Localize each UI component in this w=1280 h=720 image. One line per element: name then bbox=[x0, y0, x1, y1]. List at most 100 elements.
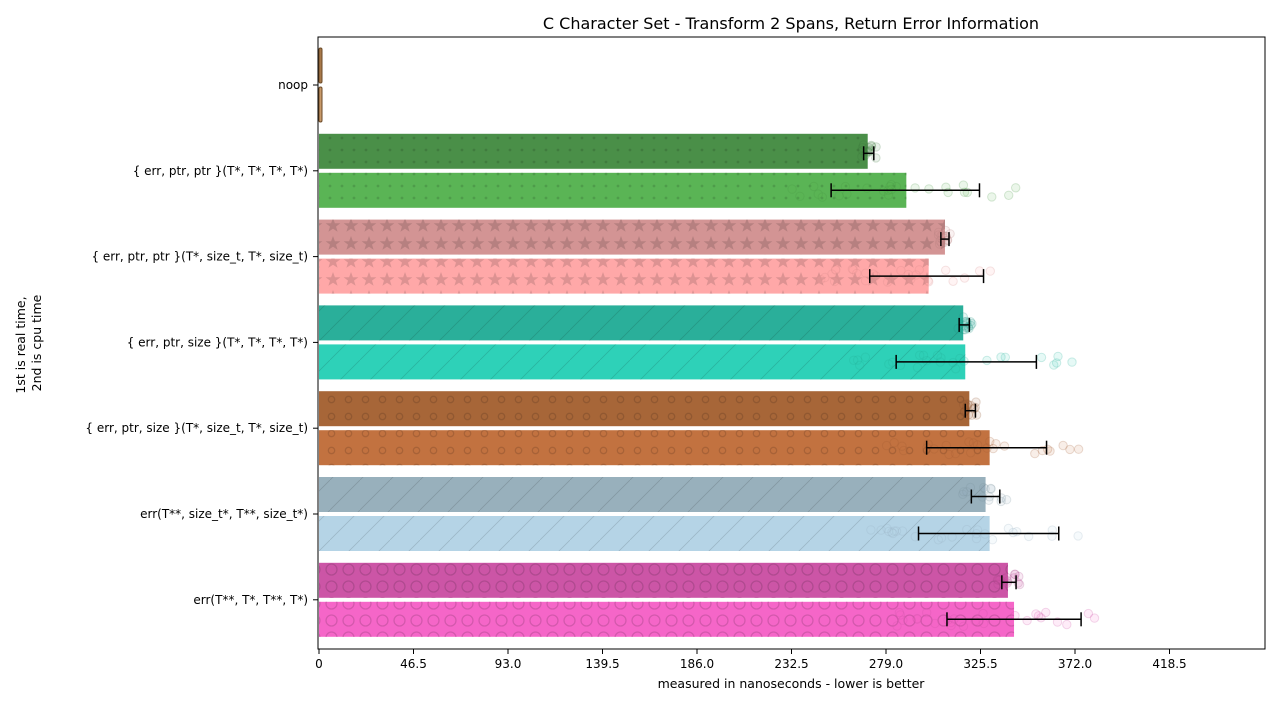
sample-point bbox=[918, 350, 929, 360]
sample-point bbox=[922, 356, 932, 366]
sample-point bbox=[862, 183, 872, 193]
sample-point bbox=[1001, 495, 1012, 505]
sample-point bbox=[1067, 357, 1077, 367]
sample-point bbox=[895, 610, 905, 620]
sample-point bbox=[1010, 610, 1020, 621]
sample-point bbox=[1003, 576, 1013, 586]
sample-point bbox=[959, 487, 969, 497]
sample-point bbox=[962, 399, 973, 409]
sample-point bbox=[978, 608, 988, 619]
error-bars-layer bbox=[830, 146, 1082, 627]
y-tick-label: { err, ptr, size }(T*, T*, T*, T*) bbox=[127, 335, 308, 349]
error-bar-cpu-5 bbox=[917, 526, 1060, 541]
sample-point bbox=[914, 265, 924, 275]
sample-point bbox=[1073, 531, 1083, 541]
sample-point bbox=[959, 187, 970, 198]
sample-point bbox=[950, 448, 961, 459]
sample-point bbox=[941, 182, 951, 192]
x-tick-label: 46.5 bbox=[400, 657, 427, 671]
sample-point bbox=[963, 322, 973, 332]
sample-point bbox=[991, 439, 1001, 449]
sample-point bbox=[876, 525, 886, 535]
sample-point bbox=[1051, 358, 1062, 368]
sample-point bbox=[971, 533, 982, 544]
bar-hatch-cpu-3 bbox=[319, 344, 966, 380]
sample-point bbox=[930, 618, 940, 629]
sample-point bbox=[1041, 607, 1051, 618]
y-axis: noop { err, ptr, ptr }(T*, T*, T*, T*) { e… bbox=[85, 78, 318, 607]
sample-point bbox=[871, 153, 881, 163]
sample-point bbox=[1030, 448, 1040, 459]
sample-point bbox=[882, 277, 893, 287]
sample-point bbox=[912, 614, 922, 624]
bars-layer bbox=[318, 47, 1015, 637]
sample-point bbox=[958, 621, 969, 631]
sample-point bbox=[894, 607, 905, 618]
sample-point bbox=[987, 535, 998, 545]
sample-point bbox=[945, 229, 955, 239]
sample-point bbox=[922, 607, 932, 618]
sample-point bbox=[866, 525, 876, 535]
sample-point bbox=[830, 264, 841, 275]
sample-point bbox=[910, 532, 920, 542]
error-bar-real-1 bbox=[862, 146, 875, 161]
error-bar-cpu-1 bbox=[830, 183, 981, 198]
sample-point bbox=[985, 266, 995, 276]
bar-hatch-cpu-5 bbox=[319, 516, 990, 551]
sample-point bbox=[1062, 619, 1072, 630]
sample-point bbox=[847, 264, 858, 274]
error-bar-real-2 bbox=[940, 232, 950, 247]
sample-point bbox=[897, 441, 907, 451]
x-tick-label: 232.5 bbox=[774, 657, 808, 671]
sample-point bbox=[1002, 578, 1012, 588]
sample-point bbox=[940, 225, 951, 236]
sample-point bbox=[1031, 609, 1041, 619]
sample-point bbox=[860, 352, 871, 362]
sample-point bbox=[1011, 183, 1021, 193]
bar-hatch-real-4 bbox=[319, 391, 970, 427]
sample-point bbox=[1010, 569, 1020, 580]
sample-point bbox=[911, 270, 921, 280]
error-bar-real-3 bbox=[958, 317, 971, 332]
scatter-layer bbox=[787, 140, 1100, 631]
sample-point bbox=[1024, 531, 1034, 542]
sample-point bbox=[820, 272, 830, 283]
y-tick-label: noop bbox=[278, 78, 308, 92]
sample-point bbox=[834, 191, 844, 201]
sample-point bbox=[933, 535, 943, 545]
sample-point bbox=[1008, 527, 1018, 538]
sample-point bbox=[959, 407, 970, 417]
x-tick-label: 325.5 bbox=[963, 657, 997, 671]
sample-point bbox=[1047, 525, 1058, 535]
sample-point bbox=[891, 526, 902, 536]
error-bar-real-6 bbox=[1001, 575, 1017, 590]
x-tick-label: 186.0 bbox=[680, 657, 714, 671]
error-bar-real-5 bbox=[970, 489, 1001, 504]
sample-point bbox=[817, 192, 827, 202]
sample-point bbox=[959, 273, 970, 283]
sample-point bbox=[813, 189, 823, 199]
sample-point bbox=[827, 269, 837, 279]
sample-point bbox=[915, 350, 925, 360]
bar-hatch-cpu-4 bbox=[319, 430, 990, 466]
sample-point bbox=[988, 443, 998, 454]
sample-point bbox=[857, 143, 868, 153]
sample-point bbox=[944, 449, 954, 460]
sample-point bbox=[958, 312, 968, 322]
sample-point bbox=[852, 268, 862, 279]
sample-point bbox=[965, 317, 976, 327]
sample-point bbox=[987, 192, 997, 202]
bar-hatch-real-5 bbox=[319, 477, 986, 512]
sample-point bbox=[953, 323, 963, 334]
sample-point bbox=[881, 440, 892, 451]
x-tick-label: 93.0 bbox=[495, 657, 522, 671]
sample-point bbox=[1089, 613, 1100, 623]
sample-point bbox=[1042, 444, 1053, 454]
sample-point bbox=[892, 621, 902, 631]
bar-hatch-real-2 bbox=[319, 219, 945, 255]
sample-point bbox=[959, 356, 969, 366]
sample-point bbox=[932, 350, 943, 360]
sample-point bbox=[887, 527, 897, 537]
sample-point bbox=[1073, 444, 1084, 454]
sample-point bbox=[943, 615, 953, 625]
